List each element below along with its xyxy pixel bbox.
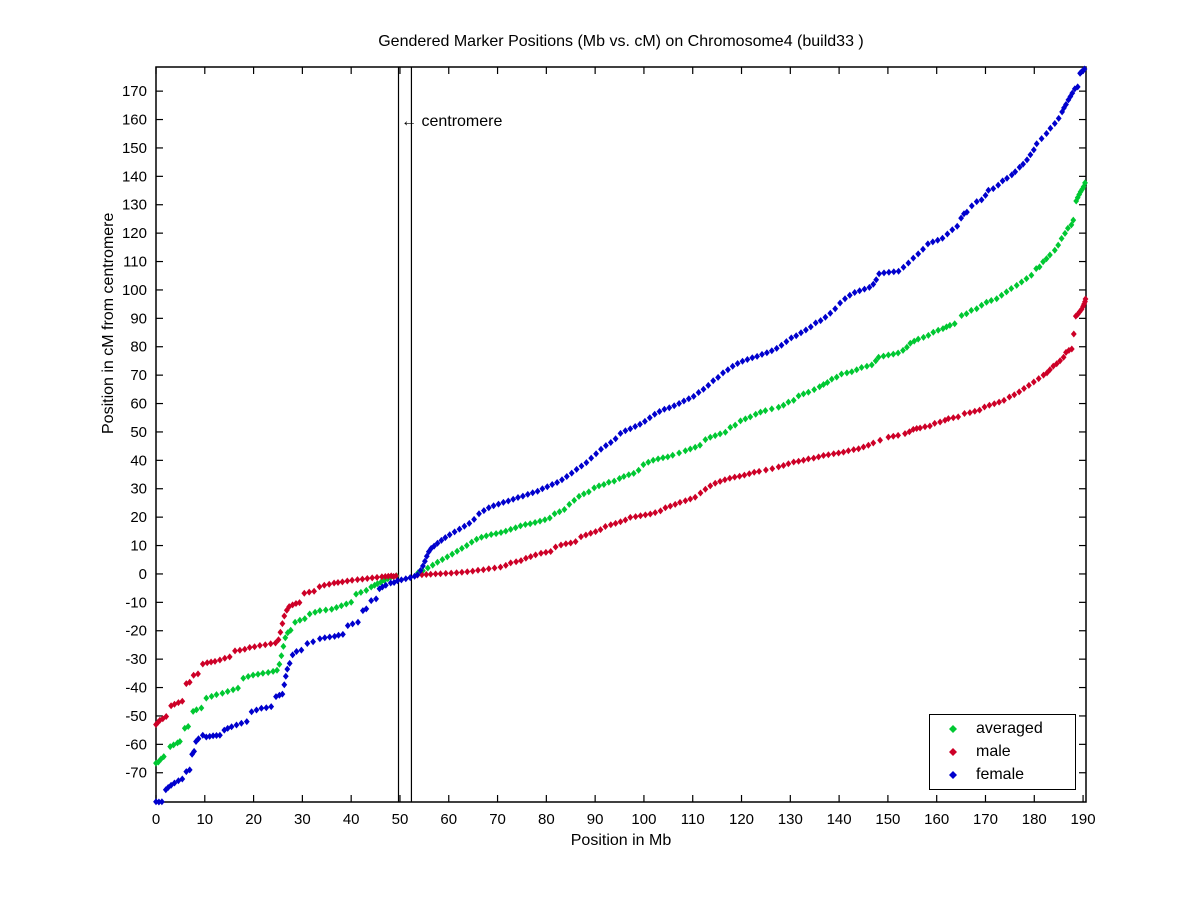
x-tick-label: 130 [778, 811, 803, 828]
legend-item-averaged: averaged [930, 717, 1075, 740]
x-tick-label: 120 [729, 811, 754, 828]
y-tick-label: -70 [125, 765, 147, 782]
x-tick-label: 50 [392, 811, 409, 828]
y-tick-label: 140 [122, 168, 147, 185]
centromere-annotation: ← centromere [401, 113, 503, 130]
x-tick-label: 10 [196, 811, 213, 828]
y-tick-label: -10 [125, 594, 147, 611]
chart-title: Gendered Marker Positions (Mb vs. cM) on… [378, 33, 864, 50]
legend-label-averaged: averaged [976, 719, 1043, 737]
y-tick-label: 120 [122, 225, 147, 242]
x-tick-label: 180 [1022, 811, 1047, 828]
x-tick-label: 90 [587, 811, 604, 828]
y-tick-label: 160 [122, 112, 147, 129]
x-tick-label: 110 [681, 811, 705, 828]
x-tick-label: 30 [294, 811, 311, 828]
y-tick-label: 90 [130, 310, 147, 327]
y-tick-label: 20 [130, 509, 147, 526]
x-tick-label: 190 [1071, 811, 1096, 828]
legend-label-male: male [976, 742, 1011, 760]
y-tick-label: 60 [130, 396, 147, 413]
x-tick-label: 150 [875, 811, 900, 828]
y-tick-label: -50 [125, 708, 147, 725]
series-female-points [153, 65, 1088, 806]
legend-marker-male-icon [930, 747, 976, 757]
legend-item-male: male [930, 740, 1075, 763]
x-tick-label: 20 [245, 811, 262, 828]
legend-item-female: female [930, 764, 1075, 787]
x-tick-label: 100 [631, 811, 656, 828]
x-tick-label: 70 [489, 811, 506, 828]
y-tick-label: 150 [122, 140, 147, 157]
y-tick-label: -40 [125, 680, 147, 697]
y-tick-label: 0 [139, 566, 147, 583]
y-tick-label: 130 [122, 197, 147, 214]
legend-marker-female-icon [930, 770, 976, 780]
legend-marker-averaged-icon [930, 724, 976, 734]
y-tick-label: -60 [125, 736, 147, 753]
y-tick-label: 30 [130, 481, 147, 498]
y-tick-label: 40 [130, 452, 147, 469]
x-tick-label: 40 [343, 811, 360, 828]
legend-label-female: female [976, 766, 1025, 784]
y-tick-label: 10 [130, 538, 147, 555]
legend-box: averaged male female [929, 714, 1076, 790]
x-tick-label: 160 [924, 811, 949, 828]
axes-box [155, 66, 1087, 803]
y-tick-label: -30 [125, 651, 147, 668]
y-tick-label: 50 [130, 424, 147, 441]
y-tick-label: 70 [130, 367, 147, 384]
y-tick-label: 80 [130, 339, 147, 356]
y-tick-label: 170 [122, 83, 147, 100]
x-tick-label: 170 [973, 811, 998, 828]
series-averaged-points [153, 179, 1088, 767]
x-tick-label: 80 [538, 811, 555, 828]
x-tick-label: 140 [827, 811, 852, 828]
x-axis-label: Position in Mb [570, 832, 672, 849]
x-tick-label: 60 [440, 811, 457, 828]
x-tick-label: 0 [152, 811, 160, 828]
y-tick-label: 110 [123, 254, 147, 271]
y-tick-label: 100 [122, 282, 147, 299]
series-male-points [153, 295, 1089, 728]
y-tick-label: -20 [125, 623, 147, 640]
